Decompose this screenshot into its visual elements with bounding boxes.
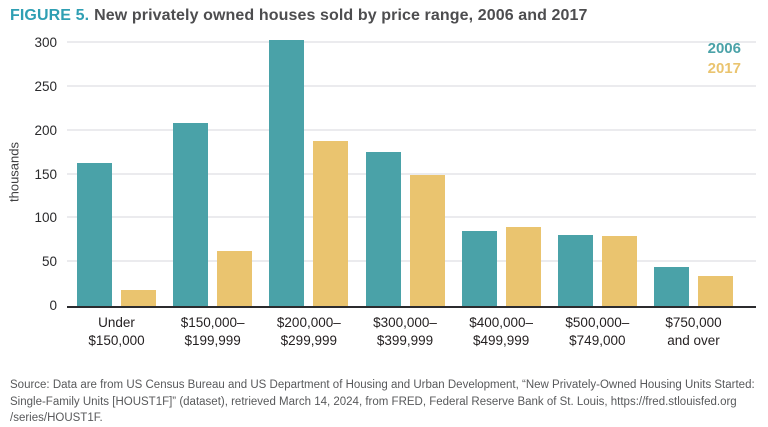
y-tick-label-50: 50 — [41, 254, 57, 270]
bar-2006-group-4 — [365, 151, 401, 306]
x-axis-label-7: $750,000 and over — [665, 315, 722, 348]
legend-item-2017: 2017 — [707, 60, 741, 77]
bar-2017-group-5 — [505, 227, 541, 306]
x-axis-label-4: $300,000– $399,999 — [373, 315, 437, 348]
gridline-300 — [67, 41, 756, 44]
bar-2017-group-4 — [409, 175, 445, 306]
gridline-250 — [67, 84, 756, 87]
bar-2006-group-5 — [461, 230, 497, 306]
plot-area: 0 50 100 150 200 250 300 — [34, 35, 756, 313]
y-tick-label-200: 200 — [34, 122, 57, 138]
bar-2006-group-3 — [269, 40, 305, 306]
figure-title: FIGURE 5. New privately owned houses sold… — [10, 7, 588, 25]
legend: 2006 2017 — [708, 39, 741, 79]
bar-2017-group-6 — [601, 235, 637, 306]
bar-2017-group-2 — [217, 250, 253, 306]
x-axis-label-5: $400,000– $499,999 — [469, 315, 534, 348]
y-tick-label-100: 100 — [34, 210, 57, 226]
y-tick-label-300: 300 — [34, 35, 57, 51]
figure-title-text: New privately owned houses sold by price… — [94, 7, 588, 24]
gridline-150 — [67, 172, 756, 175]
bar-2006-group-7 — [654, 267, 689, 306]
bar-2006-group-6 — [557, 235, 593, 306]
y-tick-label-250: 250 — [34, 78, 57, 94]
source-line-1: Source: Data are from US Census Bureau a… — [10, 379, 755, 391]
gridline-200 — [67, 128, 756, 131]
bar-2006-group-2 — [173, 122, 209, 306]
bar-2017-group-1 — [121, 290, 156, 306]
source-line-2: Single-Family Units [HOUST1F]” (dataset)… — [10, 395, 737, 408]
x-axis-labels: Under $150,000 $150,000– $199,999 $200,000… — [67, 314, 756, 354]
bar-2006-group-1 — [77, 163, 112, 306]
x-axis-label-2: $150,000– $199,999 — [180, 315, 245, 348]
legend-item-2006: 2006 — [707, 40, 741, 57]
y-tick-label-150: 150 — [34, 166, 57, 182]
source-note: Source: Data are from US Census Bureau a… — [10, 377, 766, 427]
source-line-3: /series/HOUST1F. — [10, 412, 103, 424]
x-axis-label-3: $200,000– $299,999 — [276, 315, 341, 348]
bar-2017-group-3 — [313, 141, 349, 306]
y-tick-label-0: 0 — [49, 298, 57, 313]
x-axis-label-1: Under $150,000 — [88, 315, 145, 348]
bar-2017-group-7 — [698, 276, 733, 306]
figure-number: FIGURE 5. — [10, 7, 90, 24]
y-axis-title: thousands — [6, 142, 22, 202]
x-axis-label-6: $500,000– $749,000 — [565, 315, 630, 348]
